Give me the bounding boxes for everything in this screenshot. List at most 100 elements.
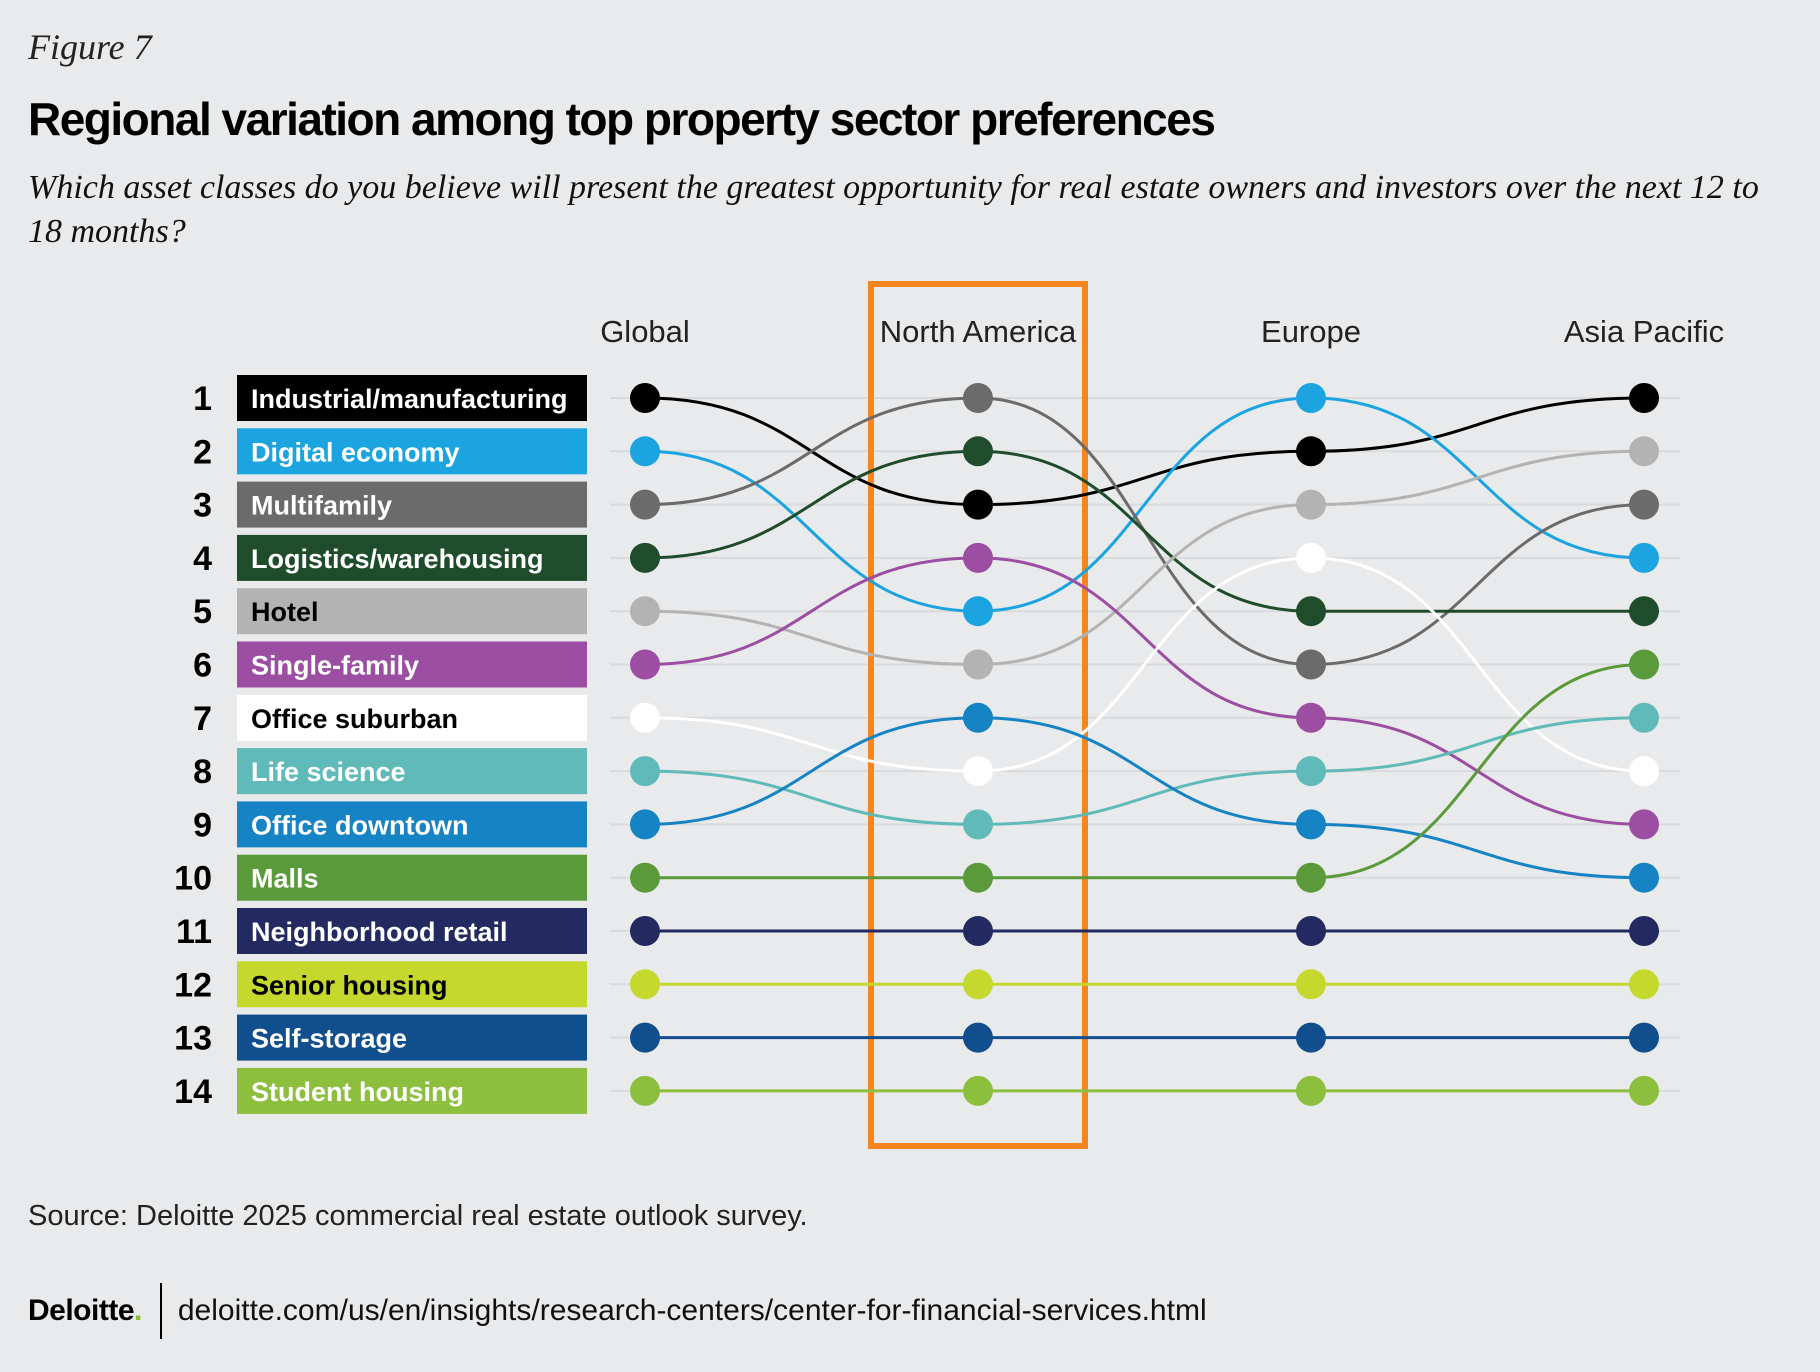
rank-dot-single-family-asia-pacific: [1629, 809, 1659, 840]
series-line-office-downtown: [644, 716, 1645, 880]
rank-dot-office-downtown-europe: [1296, 809, 1326, 840]
rank-dot-digital-economy-europe: [1296, 383, 1326, 413]
sector-label-box: [237, 481, 587, 528]
rank-dot-senior-housing-asia-pacific: [1629, 969, 1659, 1000]
rank-dot-hotel-asia-pacific: [1629, 436, 1659, 467]
rank-dot-senior-housing-europe: [1296, 969, 1326, 1000]
rank-dot-office-downtown-asia-pacific: [1629, 862, 1659, 893]
series-line-digital-economy: [644, 396, 1645, 613]
footer: Deloitte. deloitte.com/us/en/insights/re…: [28, 1283, 1207, 1339]
sector-label-digital-economy: Digital economy: [251, 437, 460, 467]
chart-title: Regional variation among top property se…: [28, 93, 1216, 145]
sector-label-hotel: Hotel: [251, 597, 319, 627]
rank-dot-industrial-manufacturing-global: [630, 383, 660, 413]
series-line-single-family: [644, 556, 1645, 826]
sector-label-box: [237, 588, 587, 635]
rank-dot-self-storage-global: [630, 1022, 660, 1053]
deloitte-logo: Deloitte.: [28, 1294, 142, 1328]
sector-label-single-family: Single-family: [251, 651, 419, 681]
rank-number: 11: [176, 913, 212, 951]
rank-dot-neighborhood-retail-europe: [1296, 916, 1326, 946]
rank-dot-multifamily-asia-pacific: [1629, 489, 1659, 520]
sector-label-box: [237, 854, 587, 901]
rank-number: 3: [193, 487, 212, 525]
sector-label-industrial-manufacturing: Industrial/manufacturing: [251, 384, 568, 414]
sector-label-multifamily: Multifamily: [251, 491, 392, 521]
series-line-office-suburban: [644, 556, 1645, 773]
rank-dot-office-suburban-north-america: [963, 756, 993, 787]
rank-number: 1: [193, 380, 212, 418]
rank-dot-multifamily-europe: [1296, 649, 1326, 680]
series-line-multifamily: [644, 396, 1645, 667]
rank-dot-life-science-global: [630, 756, 660, 787]
sector-label-box: [237, 1014, 587, 1061]
bump-chart: Global North America Europe Asia Pacific123…: [174, 281, 1724, 1149]
sector-label-box: [237, 908, 587, 954]
sector-label-box: [237, 694, 587, 741]
rank-dot-student-housing-europe: [1296, 1075, 1326, 1106]
rank-number: 10: [174, 860, 212, 898]
rank-dot-malls-europe: [1296, 862, 1326, 893]
rank-dot-life-science-north-america: [963, 809, 993, 840]
logo-dot: .: [134, 1294, 142, 1327]
rank-number: 12: [174, 966, 212, 1004]
rank-dot-hotel-north-america: [963, 649, 993, 680]
rank-dot-malls-global: [630, 862, 660, 893]
column-header-europe: Europe: [1261, 314, 1361, 349]
rank-dot-life-science-asia-pacific: [1629, 702, 1659, 733]
rank-dot-hotel-global: [630, 596, 660, 627]
rank-dot-logistics-warehousing-north-america: [963, 436, 993, 467]
rank-dot-senior-housing-global: [630, 969, 660, 1000]
rank-dot-office-downtown-north-america: [963, 702, 993, 733]
sector-label-neighborhood-retail: Neighborhood retail: [251, 917, 508, 947]
source-note: Source: Deloitte 2025 commercial real es…: [28, 1200, 808, 1232]
rank-dot-single-family-north-america: [963, 542, 993, 573]
rank-dot-self-storage-europe: [1296, 1022, 1326, 1053]
rank-dot-malls-north-america: [963, 862, 993, 893]
sector-label-box: [237, 748, 587, 795]
series-line-logistics-warehousing: [644, 449, 1644, 613]
sector-label-student-housing: Student housing: [251, 1077, 464, 1107]
rank-number: 7: [193, 700, 212, 738]
rank-dot-logistics-warehousing-asia-pacific: [1629, 596, 1659, 627]
sector-label-malls: Malls: [251, 864, 319, 894]
rank-dot-office-downtown-global: [630, 809, 660, 840]
rank-dot-office-suburban-europe: [1296, 542, 1326, 573]
sector-label-self-storage: Self-storage: [251, 1024, 407, 1054]
series-line-hotel: [644, 449, 1645, 667]
rank-dot-student-housing-asia-pacific: [1629, 1075, 1659, 1106]
rank-dot-hotel-europe: [1296, 489, 1326, 520]
rank-dot-office-suburban-global: [630, 702, 660, 733]
footer-url[interactable]: deloitte.com/us/en/insights/research-cen…: [177, 1294, 1207, 1327]
rank-number: 2: [193, 433, 212, 471]
rank-dot-industrial-manufacturing-asia-pacific: [1629, 383, 1659, 413]
sector-label-box: [237, 801, 587, 848]
sector-label-box: [237, 534, 587, 581]
figure-label: Figure 7: [28, 27, 152, 67]
rank-number: 8: [193, 753, 212, 791]
series-line-life-science: [644, 716, 1645, 826]
rank-dot-office-suburban-asia-pacific: [1629, 756, 1659, 787]
sector-label-box: [237, 961, 587, 1008]
logo-text: Deloitte: [28, 1294, 135, 1327]
rank-dot-multifamily-global: [630, 489, 660, 520]
rank-number: 9: [193, 806, 212, 844]
rank-dot-industrial-manufacturing-europe: [1296, 436, 1326, 467]
rank-dot-student-housing-north-america: [963, 1075, 993, 1106]
column-header-asia-pacific: Asia Pacific: [1564, 314, 1724, 349]
rank-dot-industrial-manufacturing-north-america: [963, 489, 993, 520]
sector-label-logistics-warehousing: Logistics/warehousing: [251, 544, 544, 574]
rank-dot-neighborhood-retail-north-america: [963, 916, 993, 946]
rank-dot-single-family-global: [630, 649, 660, 680]
rank-dot-neighborhood-retail-asia-pacific: [1629, 916, 1659, 946]
rank-number: 4: [193, 540, 212, 578]
rank-dot-multifamily-north-america: [963, 383, 993, 413]
rank-dot-neighborhood-retail-global: [630, 916, 660, 946]
rank-dot-life-science-europe: [1296, 756, 1326, 787]
sector-label-office-suburban: Office suburban: [251, 704, 458, 734]
sector-label-box: [237, 375, 587, 421]
sector-label-box: [237, 428, 587, 475]
rank-number: 13: [174, 1020, 212, 1058]
column-header-north-america: North America: [880, 314, 1077, 349]
rank-dot-senior-housing-north-america: [963, 969, 993, 1000]
